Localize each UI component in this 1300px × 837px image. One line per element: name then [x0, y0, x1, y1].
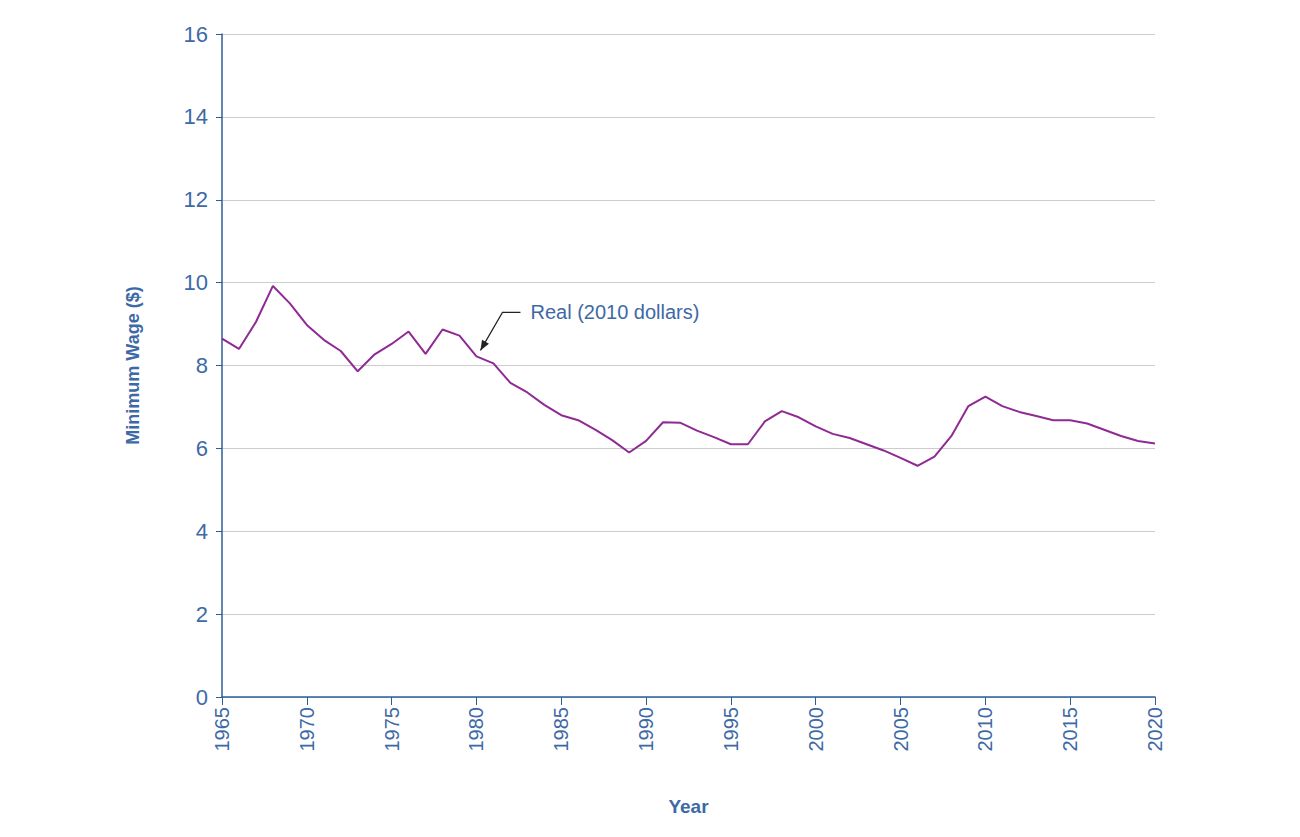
svg-text:1985: 1985 [550, 707, 572, 752]
svg-text:2005: 2005 [890, 707, 912, 752]
svg-text:2020: 2020 [1144, 707, 1166, 752]
svg-text:8: 8 [196, 353, 208, 378]
svg-text:12: 12 [184, 187, 208, 212]
svg-text:1975: 1975 [381, 707, 403, 752]
svg-text:1965: 1965 [211, 707, 233, 752]
svg-text:6: 6 [196, 436, 208, 461]
svg-text:Real (2010 dollars): Real (2010 dollars) [530, 301, 699, 323]
svg-text:2015: 2015 [1059, 707, 1081, 752]
svg-text:0: 0 [196, 685, 208, 710]
svg-text:Year: Year [668, 796, 709, 817]
svg-text:4: 4 [196, 519, 208, 544]
svg-text:2: 2 [196, 602, 208, 627]
svg-text:Minimum Wage ($): Minimum Wage ($) [123, 286, 143, 444]
svg-text:1995: 1995 [720, 707, 742, 752]
svg-text:16: 16 [184, 22, 208, 47]
svg-text:1970: 1970 [296, 707, 318, 752]
svg-text:14: 14 [184, 104, 208, 129]
svg-text:10: 10 [184, 270, 208, 295]
svg-text:2000: 2000 [805, 707, 827, 752]
svg-text:1990: 1990 [635, 707, 657, 752]
svg-text:1980: 1980 [465, 707, 487, 752]
svg-text:2010: 2010 [974, 707, 996, 752]
